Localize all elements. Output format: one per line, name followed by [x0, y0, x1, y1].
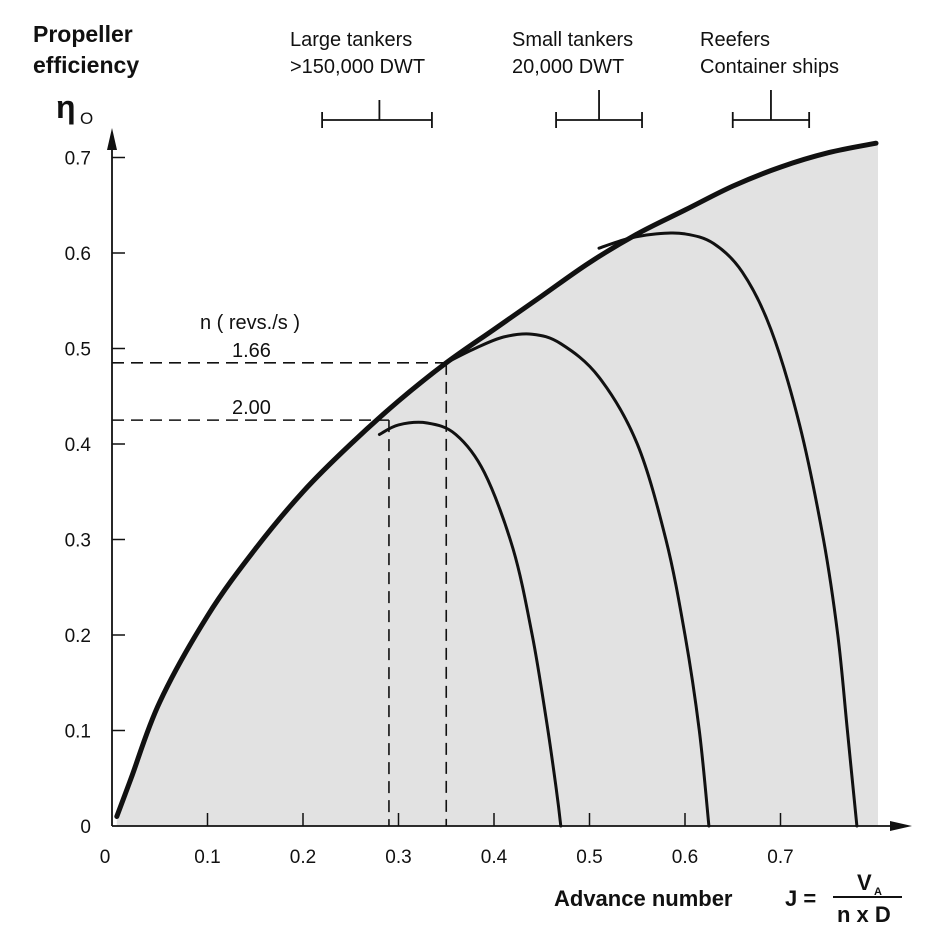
x-tick-label: 0.4	[481, 847, 508, 868]
y-tick-label: 0.7	[65, 149, 91, 170]
revs-label-1: 1.66	[232, 340, 271, 362]
rpm-curve-3	[597, 231, 859, 828]
x-formula-denominator: n x D	[837, 902, 891, 927]
x-tick-label: 0	[100, 847, 111, 868]
x-formula-numerator: V	[857, 870, 872, 895]
rpm-curve-1	[377, 420, 563, 828]
envelope-curve	[114, 140, 879, 819]
y-label-line-2: efficiency	[33, 52, 139, 78]
x-axis-arrow	[890, 821, 912, 831]
range-label: Container ships	[700, 56, 839, 78]
x-tick-label: 0.1	[194, 847, 220, 868]
revs-label-2: 2.00	[232, 397, 271, 419]
ship-ranges: Large tankers >150,000 DWT Small tankers 20…	[290, 29, 839, 128]
x-tick-label: 0.7	[767, 847, 793, 868]
x-tick-label: 0.5	[576, 847, 602, 868]
y-tick-label: 0	[80, 817, 91, 838]
rpm-curve-2	[444, 332, 711, 828]
y-tick-label: 0.3	[65, 531, 91, 552]
range-label: Large tankers	[290, 29, 412, 51]
range-label: >150,000 DWT	[290, 56, 425, 78]
x-label: Advance number	[554, 886, 733, 911]
y-tick-label: 0.5	[65, 340, 91, 361]
x-formula-lhs: J =	[785, 886, 816, 911]
range-label: 20,000 DWT	[512, 56, 624, 78]
y-label-line-1: Propeller	[33, 21, 133, 47]
y-tick-label: 0.1	[65, 722, 91, 743]
revs-header: n ( revs./s )	[200, 312, 300, 334]
y-tick-label: 0.6	[65, 244, 91, 265]
x-tick-label: 0.2	[290, 847, 316, 868]
y-tick-label: 0.4	[65, 435, 92, 456]
y-tick-label: 0.2	[65, 626, 91, 647]
x-formula-numerator-sub: A	[874, 886, 882, 898]
x-tick-label: 0.6	[672, 847, 698, 868]
rpm-curves	[377, 231, 859, 828]
x-ticks: 0 0.1 0.2 0.3 0.4 0.5 0.6 0.7	[100, 813, 794, 868]
range-label: Reefers	[700, 29, 770, 51]
eta-subscript: O	[80, 109, 93, 128]
range-label: Small tankers	[512, 29, 633, 51]
x-tick-label: 0.3	[385, 847, 411, 868]
efficiency-shaded-area	[116, 143, 878, 827]
eta-symbol: η	[56, 89, 76, 125]
dashed-guides	[112, 362, 448, 826]
y-ticks: 0 0.1 0.2 0.3 0.4 0.5 0.6 0.7	[65, 149, 125, 838]
y-axis-arrow	[107, 128, 117, 150]
